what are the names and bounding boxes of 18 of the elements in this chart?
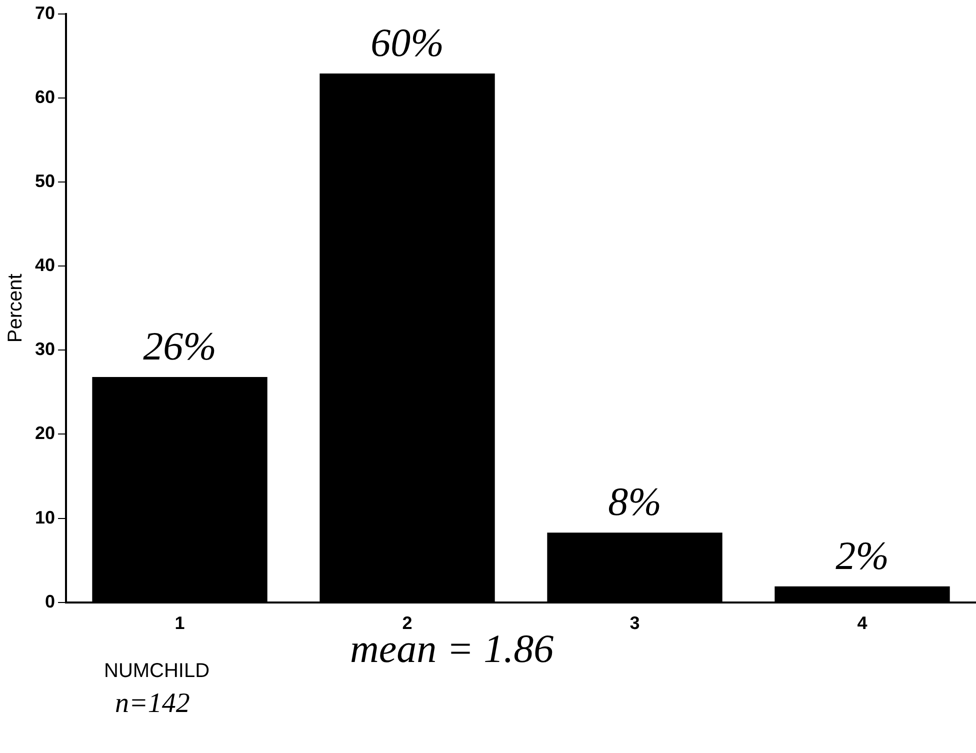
y-axis-title: Percent xyxy=(4,273,27,343)
x-tick-label: 3 xyxy=(630,613,640,634)
y-tick-label: 10 xyxy=(34,507,56,528)
annotation: 2% xyxy=(836,532,889,578)
y-tick-label: 20 xyxy=(34,423,56,444)
annotation: 8% xyxy=(608,479,662,524)
annotation: 26% xyxy=(143,324,216,369)
x-tick-label: 4 xyxy=(857,613,868,634)
annotation: 60% xyxy=(370,20,444,66)
y-tick-label: 40 xyxy=(34,255,56,276)
y-tick-label: 70 xyxy=(34,2,56,23)
text: n=142 xyxy=(115,688,190,720)
x-axis-title: NUMCHILD xyxy=(104,660,210,683)
y-tick-label: 30 xyxy=(34,339,56,360)
x-tick-label: 1 xyxy=(174,613,185,634)
y-tick-label: 60 xyxy=(34,86,56,107)
y-tick-label: 50 xyxy=(34,170,56,191)
y-tick-label: 0 xyxy=(45,591,56,612)
